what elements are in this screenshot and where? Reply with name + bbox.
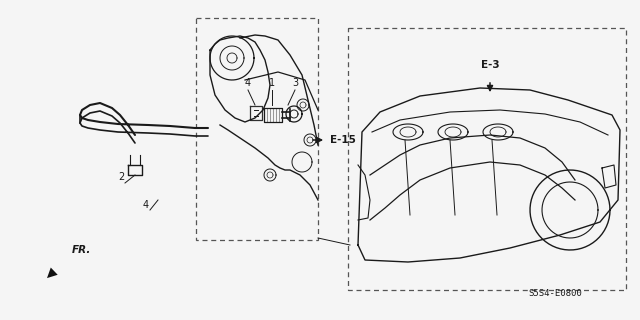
Text: 2: 2 — [118, 172, 124, 182]
Text: FR.: FR. — [72, 245, 92, 255]
Text: E-3: E-3 — [481, 60, 499, 70]
Text: 4: 4 — [245, 78, 251, 88]
Text: 1: 1 — [269, 78, 275, 88]
Text: 3: 3 — [292, 78, 298, 88]
Bar — [348, 28, 626, 290]
Text: S5S4-E0800: S5S4-E0800 — [528, 289, 582, 298]
Text: 4: 4 — [143, 200, 149, 210]
Text: E-15: E-15 — [330, 135, 356, 145]
Bar — [196, 18, 318, 240]
